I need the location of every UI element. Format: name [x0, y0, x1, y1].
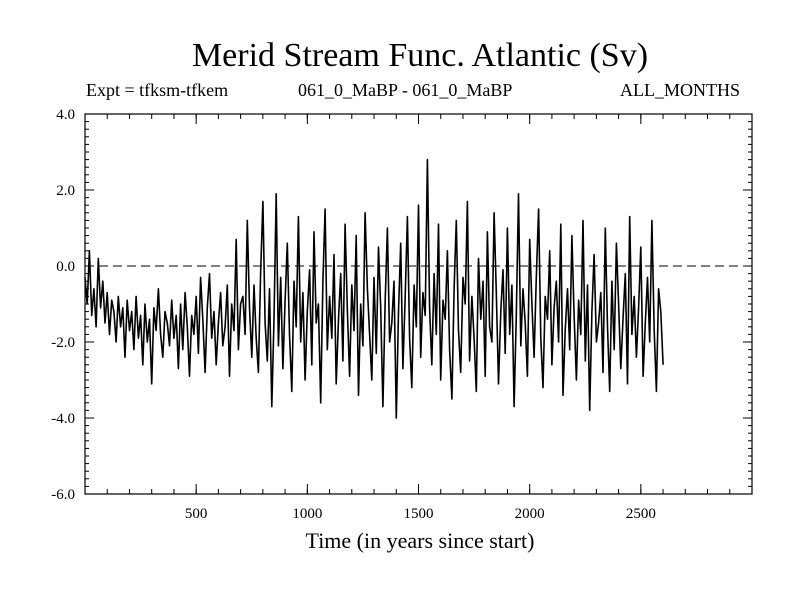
- period-label: 061_0_MaBP - 061_0_MaBP: [298, 80, 513, 100]
- x-tick-label: 1000: [292, 506, 322, 522]
- x-tick-label: 1500: [404, 506, 434, 522]
- plot-frame: [84, 113, 753, 495]
- data-series-line: [84, 158, 664, 419]
- y-tick-label: -2.0: [51, 335, 75, 351]
- experiment-label: Expt = tfksm-tfkem: [86, 80, 229, 100]
- chart-title: Merid Stream Func. Atlantic (Sv): [191, 37, 649, 74]
- y-tick-label: 4.0: [56, 107, 75, 123]
- x-tick-label: 2500: [626, 506, 656, 522]
- y-tick-label: -4.0: [51, 411, 75, 427]
- months-label: ALL_MONTHS: [620, 80, 740, 100]
- x-tick-label: 2000: [515, 506, 545, 522]
- x-axis-title: Time (in years since start): [305, 528, 535, 553]
- x-tick-label: 500: [185, 506, 208, 522]
- y-tick-label: -6.0: [51, 487, 75, 503]
- y-tick-label: 2.0: [56, 183, 75, 199]
- y-tick-label: 0.0: [56, 259, 75, 275]
